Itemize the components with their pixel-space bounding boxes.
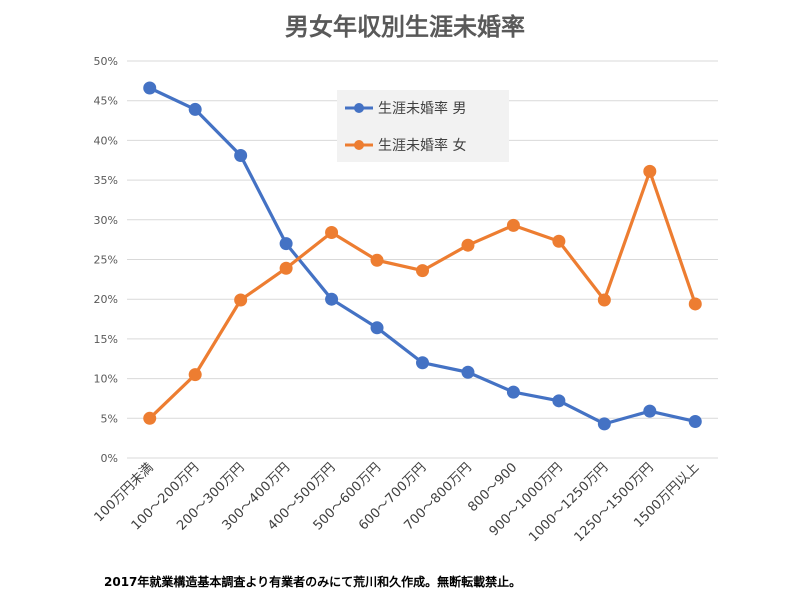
data-point-female [597,293,611,307]
data-point-female [234,293,248,307]
footnote: 2017年就業構造基本調査より有業者のみにて荒川和久作成。無断転載禁止。 [104,574,521,589]
data-point-male [370,321,384,335]
chart-title: 男女年収別生涯未婚率 [285,13,525,41]
data-point-female [688,297,702,311]
y-tick-label: 5% [101,412,118,425]
x-tick-label: 1000～1250万円 [526,460,611,545]
data-point-female [643,164,657,178]
data-point-male [325,292,339,306]
y-tick-label: 50% [94,55,118,68]
data-point-female [188,368,202,382]
legend-marker-female [354,140,364,150]
data-point-male [143,81,157,95]
legend-box [337,90,509,162]
plot-area [143,81,702,431]
data-point-female [143,411,157,425]
y-tick-label: 45% [94,95,118,108]
data-point-female [552,234,566,248]
data-point-male [688,414,702,428]
data-point-male [552,394,566,408]
y-tick-label: 15% [94,333,118,346]
series-line-female [148,169,697,420]
y-tick-label: 40% [94,134,118,147]
data-point-male [597,417,611,431]
data-point-male [643,404,657,418]
data-point-female [370,253,384,267]
y-tick-label: 0% [101,452,118,465]
legend: 生涯未婚率 男 生涯未婚率 女 [337,90,509,162]
y-tick-label: 10% [94,373,118,386]
y-tick-label: 30% [94,214,118,227]
legend-label-male: 生涯未婚率 男 [378,100,466,117]
y-tick-label: 35% [94,174,118,187]
data-point-male [234,148,248,162]
y-axis: 0% 5% 10% 15% 20% 25% 30% 35% 40% 45% 50% [94,55,118,465]
y-tick-label: 25% [94,254,118,267]
data-point-female [416,264,429,278]
data-point-female [279,261,293,275]
x-axis: 100万円未満100～200万円200～300万円300～400万円400～50… [92,460,702,545]
y-tick-label: 20% [94,293,118,306]
data-point-female [506,218,520,232]
legend-marker-male [354,103,364,113]
legend-label-female: 生涯未婚率 女 [378,137,466,154]
data-point-male [461,365,475,379]
x-tick-label: 1250～1500万円 [572,460,657,545]
data-point-male [279,237,293,251]
data-point-male [416,356,429,370]
data-point-female [325,226,339,240]
data-point-female [461,238,475,252]
data-point-male [188,102,202,116]
data-point-male [506,385,520,399]
